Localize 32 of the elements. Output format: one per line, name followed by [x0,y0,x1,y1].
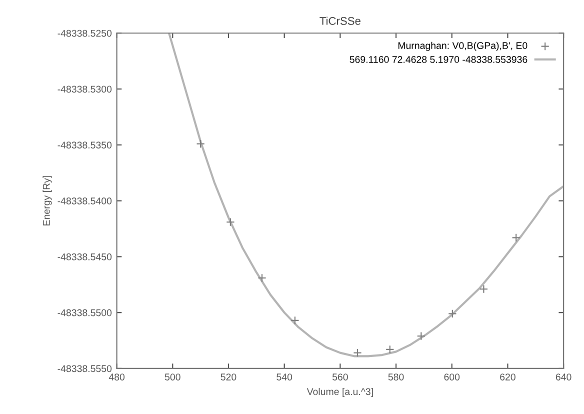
point [290,316,300,325]
point [196,139,205,148]
x-tick-label: 620 [500,374,516,380]
point [353,348,362,358]
y-tick-label: -48338.5500 [58,309,112,316]
point [512,233,520,242]
x-axis-title: Volume [a.u.^3] [306,388,373,398]
y-tick-label: -48338.5300 [58,86,112,93]
legend-label: 569.1160 72.4628 5.1970 -48338.553936 [350,56,528,63]
y-tick-label: -48338.5400 [58,198,112,204]
x-tick-label: 500 [164,374,180,380]
x-tick-label: 560 [332,374,348,380]
x-tick-label: 540 [276,374,292,380]
point [479,284,488,294]
x-tick-label: 600 [444,374,460,380]
y-axis-title: Energy [Ry] [42,176,52,226]
point [258,274,266,282]
x-tick-label: 520 [220,374,236,380]
point [416,332,426,340]
y-tick-label: -48338.5250 [58,30,112,37]
point [226,218,235,226]
x-tick-label: 640 [556,374,572,380]
y-tick-label: -48338.5450 [58,253,112,260]
legend-label: Murnaghan: V0,B(GPa),B', E0 [398,42,528,51]
y-tick-label: -48338.5350 [58,142,112,149]
y-tick-label: -48338.5550 [58,365,112,372]
x-tick-label: 480 [108,374,125,380]
chart-title: TiCrSSe [320,16,360,25]
x-tick-label: 580 [388,374,404,380]
point [386,345,394,354]
line-series [168,33,564,358]
point [448,309,457,318]
